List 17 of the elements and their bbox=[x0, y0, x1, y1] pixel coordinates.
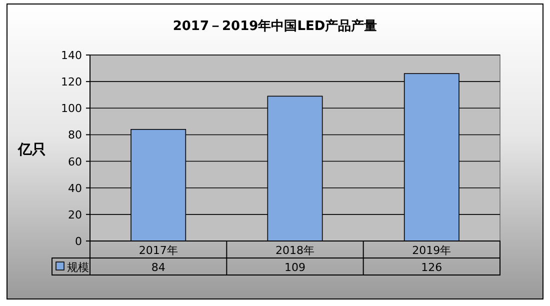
data-label: 126 bbox=[421, 261, 442, 274]
y-tick-label: 140 bbox=[61, 49, 82, 62]
y-tick-label: 80 bbox=[68, 128, 82, 142]
x-tick-label: 2018年 bbox=[276, 244, 314, 257]
y-tick-label: 120 bbox=[61, 76, 82, 89]
y-tick-label: 100 bbox=[61, 102, 82, 116]
y-tick-label: 40 bbox=[68, 182, 82, 195]
data-label: 84 bbox=[151, 261, 166, 274]
legend-label: 规模 bbox=[67, 261, 89, 274]
x-tick-label: 2017年 bbox=[138, 244, 178, 257]
x-tick-label: 2019年 bbox=[412, 244, 452, 257]
data-label: 109 bbox=[284, 261, 306, 274]
y-tick-label: 20 bbox=[68, 208, 82, 222]
y-tick-label: 60 bbox=[68, 155, 82, 168]
y-tick-label: 0 bbox=[75, 235, 82, 248]
chart-title: 2017－2019年中国LED产品产量 bbox=[172, 18, 378, 34]
y-axis-title: 亿只 bbox=[17, 142, 46, 158]
